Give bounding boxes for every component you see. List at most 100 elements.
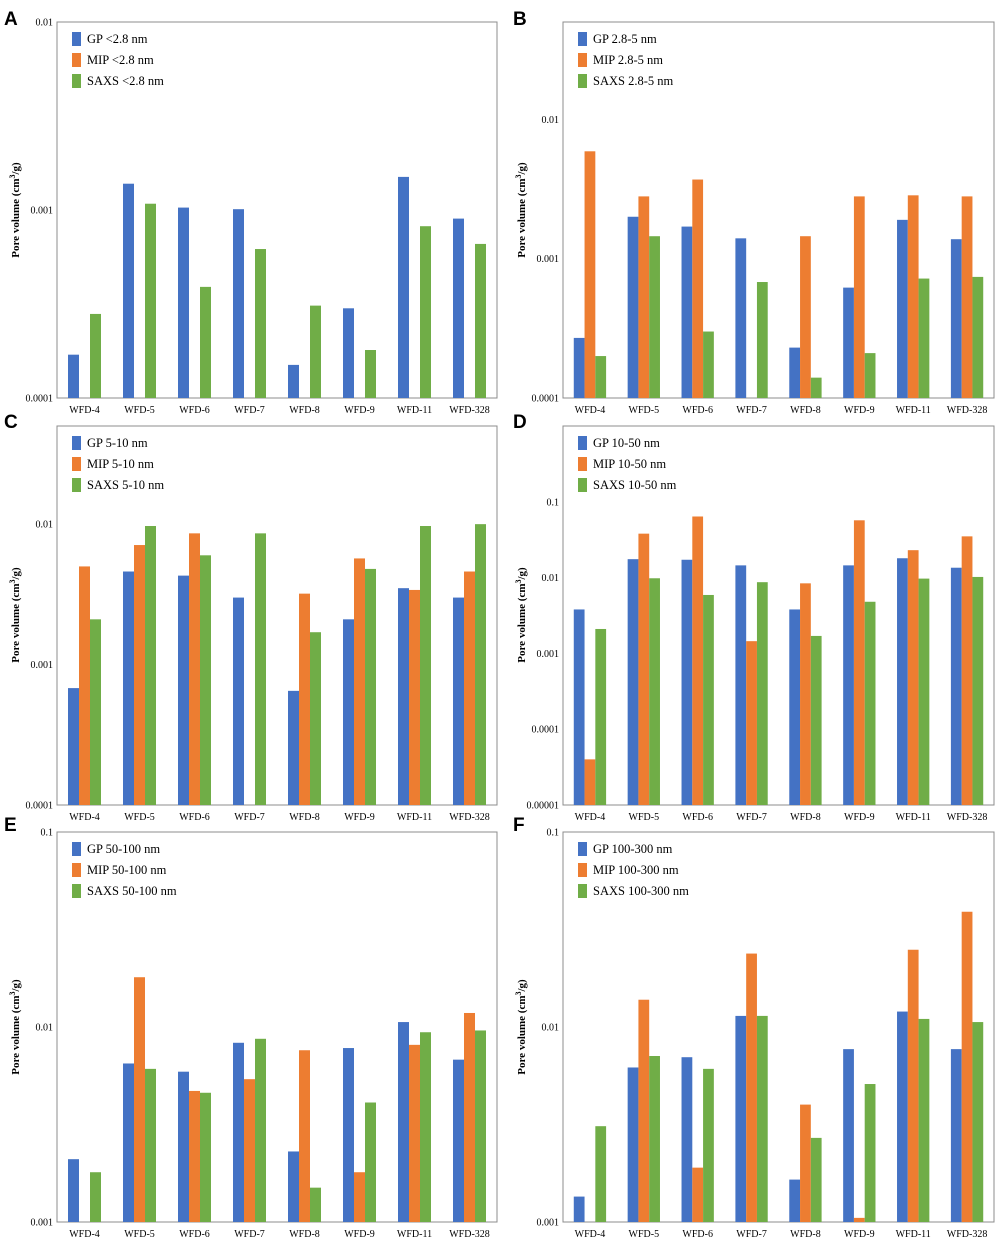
bar-gp-wfd-328 xyxy=(453,218,464,398)
legend-swatch-saxs xyxy=(578,884,587,898)
x-tick-label: WFD-9 xyxy=(844,405,875,416)
bar-mip-wfd-7 xyxy=(746,953,757,1222)
y-axis-label-main: Pore volume (cm xyxy=(10,179,22,258)
bar-gp-wfd-4 xyxy=(573,337,585,398)
y-axis-label-main: Pore volume (cm xyxy=(516,584,528,663)
x-tick-label: WFD-8 xyxy=(289,812,320,823)
legend-swatch-mip xyxy=(578,53,587,67)
panel-letter: B xyxy=(513,9,527,30)
bar-saxs-wfd-4 xyxy=(595,1126,607,1222)
bar-gp-wfd-328 xyxy=(453,597,464,805)
panel-b: B 0.0001 0.001 0.01 Pore volume (cm3/g) WFD-4… xyxy=(513,9,995,416)
bar-mip-wfd-9 xyxy=(853,1217,865,1222)
x-tick-label: WFD-11 xyxy=(397,812,432,823)
bar-gp-wfd-11 xyxy=(897,219,908,398)
bar-gp-wfd-5 xyxy=(123,183,134,398)
plot-frame xyxy=(56,831,498,1223)
x-tick-label: WFD-5 xyxy=(124,1229,155,1239)
bar-saxs-wfd-7 xyxy=(756,1015,768,1222)
legend-label-saxs: SAXS 50-100 nm xyxy=(87,884,177,898)
bar-gp-wfd-9 xyxy=(843,565,854,805)
bar-saxs-wfd-8 xyxy=(810,1137,822,1222)
x-tick-label: WFD-8 xyxy=(790,1229,821,1239)
y-axis-label-tail: /g) xyxy=(516,979,528,993)
bar-gp-wfd-328 xyxy=(950,239,962,398)
bar-saxs-wfd-9 xyxy=(864,1084,876,1222)
bar-saxs-wfd-5 xyxy=(145,1068,156,1222)
panel-letter: F xyxy=(513,815,525,836)
bar-gp-wfd-4 xyxy=(573,1196,585,1222)
bar-mip-wfd-5 xyxy=(638,196,650,398)
y-tick-label: 0.001 xyxy=(31,206,54,217)
bar-gp-wfd-11 xyxy=(398,1022,409,1222)
legend-label-gp: GP <2.8 nm xyxy=(87,32,148,46)
bar-saxs-wfd-9 xyxy=(365,350,376,398)
legend-label-gp: GP 10-50 nm xyxy=(593,436,660,450)
x-tick-label: WFD-11 xyxy=(896,1229,931,1239)
y-tick-label: 0.01 xyxy=(36,1023,54,1034)
y-tick-label: 0.01 xyxy=(36,18,54,29)
plot-frame xyxy=(562,21,995,399)
bar-gp-wfd-6 xyxy=(178,207,189,398)
legend-swatch-gp xyxy=(72,32,81,46)
bar-saxs-wfd-5 xyxy=(145,203,156,398)
y-axis-label-tail: /g) xyxy=(516,567,528,581)
y-axis-label: Pore volume (cm3/g) xyxy=(514,162,528,258)
x-tick-label: WFD-11 xyxy=(896,405,931,416)
bar-gp-wfd-7 xyxy=(735,565,747,805)
panel-letter: A xyxy=(4,9,18,30)
bar-gp-wfd-4 xyxy=(68,354,79,398)
y-axis-label: Pore volume (cm3/g) xyxy=(514,567,528,663)
bar-saxs-wfd-8 xyxy=(310,1187,321,1222)
x-tick-label: WFD-9 xyxy=(344,1229,375,1239)
bar-gp-wfd-9 xyxy=(343,308,354,398)
bar-gp-wfd-5 xyxy=(123,571,134,805)
bar-mip-wfd-328 xyxy=(961,911,973,1222)
legend-swatch-mip xyxy=(72,457,81,471)
legend-swatch-gp xyxy=(578,32,587,46)
bar-mip-wfd-9 xyxy=(853,196,865,398)
bar-mip-wfd-11 xyxy=(409,1044,420,1222)
bar-mip-wfd-8 xyxy=(800,1104,811,1222)
legend-label-mip: MIP 2.8-5 nm xyxy=(593,53,663,67)
legend-label-saxs: SAXS 5-10 nm xyxy=(87,478,164,492)
bar-saxs-wfd-9 xyxy=(864,353,876,398)
bar-gp-wfd-8 xyxy=(789,1179,801,1222)
bar-gp-wfd-9 xyxy=(343,1048,354,1222)
bar-mip-wfd-11 xyxy=(907,195,919,398)
legend-label-gp: GP 100-300 nm xyxy=(593,842,673,856)
bar-gp-wfd-9 xyxy=(843,1049,854,1222)
y-tick-label: 0.001 xyxy=(537,649,560,660)
y-tick-label: 0.00001 xyxy=(527,801,560,812)
bar-mip-wfd-7 xyxy=(746,641,757,805)
x-tick-label: WFD-8 xyxy=(289,1229,320,1239)
bar-gp-wfd-5 xyxy=(123,1063,134,1222)
y-axis-label: Pore volume (cm3/g) xyxy=(8,567,22,663)
bar-gp-wfd-7 xyxy=(735,1015,747,1222)
bar-saxs-wfd-11 xyxy=(420,526,431,805)
y-tick-label: 0.0001 xyxy=(532,394,560,405)
bar-saxs-wfd-4 xyxy=(595,356,607,398)
legend-label-mip: MIP <2.8 nm xyxy=(87,53,154,67)
panel-letter: C xyxy=(4,412,18,433)
y-axis-label: Pore volume (cm3/g) xyxy=(514,979,528,1075)
y-tick-label: 0.0001 xyxy=(26,801,54,812)
legend-swatch-saxs xyxy=(72,478,81,492)
bar-mip-wfd-8 xyxy=(299,593,310,805)
bar-mip-wfd-7 xyxy=(244,1079,255,1222)
legend-label-mip: MIP 5-10 nm xyxy=(87,457,154,471)
y-axis-label-sup: 3 xyxy=(8,992,17,996)
bar-mip-wfd-328 xyxy=(464,1012,475,1222)
y-tick-label: 0.01 xyxy=(542,115,560,126)
legend-label-saxs: SAXS 100-300 nm xyxy=(593,884,689,898)
plot-frame xyxy=(56,21,498,399)
bar-saxs-wfd-8 xyxy=(810,377,822,398)
legend-swatch-mip xyxy=(578,863,587,877)
y-tick-label: 0.01 xyxy=(36,520,54,531)
legend-swatch-mip xyxy=(72,53,81,67)
bar-saxs-wfd-9 xyxy=(365,1102,376,1222)
bar-mip-wfd-11 xyxy=(907,949,919,1222)
bar-gp-wfd-6 xyxy=(178,1071,189,1222)
bar-saxs-wfd-6 xyxy=(200,1092,211,1222)
bar-saxs-wfd-7 xyxy=(255,249,266,398)
